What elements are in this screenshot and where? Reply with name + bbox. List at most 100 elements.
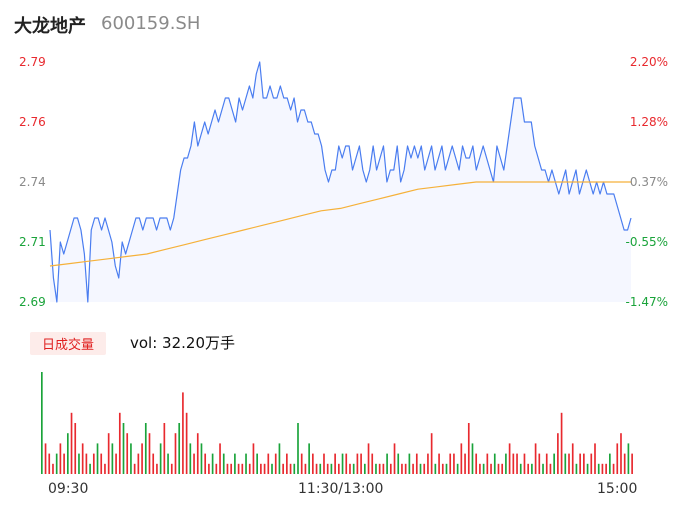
volume-bar: [594, 443, 596, 474]
volume-bar: [486, 453, 489, 474]
volume-bar: [453, 453, 455, 474]
volume-bar: [363, 463, 366, 474]
volume-bar: [260, 463, 262, 474]
volume-bar: [586, 463, 589, 474]
volume-bar: [597, 463, 600, 474]
volume-bar: [315, 463, 318, 474]
volume-bar: [375, 463, 377, 474]
volume-bar: [111, 443, 114, 474]
volume-bar: [163, 423, 166, 474]
volume-bar: [211, 453, 214, 474]
volume-bar: [534, 443, 537, 474]
volume-bar: [349, 463, 351, 474]
volume-bar: [219, 443, 221, 474]
volume-bar: [456, 463, 459, 474]
volume-bar: [263, 463, 266, 474]
volume-bar: [215, 463, 218, 474]
price-tick-left: 2.74: [19, 175, 46, 189]
volume-bar: [356, 453, 359, 474]
volume-bar: [360, 453, 362, 474]
volume-bar: [378, 463, 381, 474]
volume-bar: [70, 412, 73, 474]
volume-bar: [293, 463, 296, 474]
volume-bar: [41, 372, 43, 474]
volume-bar: [508, 443, 511, 474]
volume-bar: [326, 463, 329, 474]
volume-bar: [286, 453, 288, 474]
volume-bar: [427, 453, 429, 474]
percent-tick-right: 1.28%: [629, 115, 668, 129]
price-tick-left: 2.69: [19, 295, 46, 309]
volume-bar: [490, 463, 492, 474]
volume-bar: [193, 453, 195, 474]
volume-bar: [601, 463, 604, 474]
volume-bar: [519, 463, 522, 474]
volume-bar: [583, 453, 585, 474]
volume-bar: [441, 463, 444, 474]
volume-bar: [89, 463, 91, 474]
volume-bar: [252, 443, 255, 474]
volume-bar: [527, 463, 530, 474]
volume-tag: 日成交量: [30, 332, 107, 355]
volume-bar: [609, 453, 611, 474]
volume-bar: [107, 433, 110, 474]
volume-bar: [297, 423, 299, 474]
volume-bar: [237, 463, 240, 474]
volume-bar: [419, 463, 422, 474]
volume-readout: vol: 32.20万手: [130, 334, 235, 352]
volume-bar: [423, 463, 426, 474]
volume-bar: [289, 463, 292, 474]
volume-bar: [523, 453, 526, 474]
volume-bar: [334, 453, 336, 474]
volume-bar: [208, 463, 210, 474]
volume-bar: [467, 423, 470, 474]
volume-bar: [579, 453, 581, 474]
volume-bar: [460, 443, 463, 474]
volume-bar: [479, 463, 481, 474]
volume-bar: [571, 443, 574, 474]
volume-bar: [501, 463, 504, 474]
volume-bar: [623, 453, 626, 474]
volume-bar: [300, 453, 303, 474]
price-tick-left: 2.79: [19, 55, 46, 69]
volume-bar: [430, 433, 433, 474]
volume-bar: [319, 463, 322, 474]
volume-bar: [493, 453, 496, 474]
volume-bar: [126, 433, 129, 474]
volume-bar: [386, 453, 388, 474]
price-tick-left: 2.71: [19, 235, 46, 249]
volume-bar: [148, 433, 151, 474]
time-tick-close: 15:00: [597, 481, 638, 497]
price-line: [49, 61, 632, 303]
percent-tick-right: -1.47%: [625, 295, 668, 309]
volume-bar: [308, 443, 310, 474]
volume-bar: [434, 463, 437, 474]
volume-bar: [133, 463, 136, 474]
volume-bar: [475, 453, 478, 474]
volume-bar: [271, 463, 273, 474]
volume-bar: [159, 443, 162, 474]
volume-bar: [612, 463, 615, 474]
volume-bar: [48, 453, 51, 474]
volume-bar: [141, 443, 143, 474]
volume-bar: [605, 463, 607, 474]
volume-bar: [352, 463, 355, 474]
volume-bar: [185, 412, 188, 474]
volume-bar: [312, 453, 314, 474]
volume-bar: [497, 463, 500, 474]
price-tick-left: 2.76: [19, 115, 46, 129]
time-tick-midday: 11:30/13:00: [298, 481, 384, 497]
volume-bar: [167, 453, 169, 474]
volume-bars: [41, 372, 633, 474]
volume-bar: [170, 463, 173, 474]
volume-bar: [174, 433, 177, 474]
volume-bar: [152, 453, 155, 474]
volume-bar: [278, 443, 281, 474]
volume-bar: [393, 443, 396, 474]
volume-bar: [196, 433, 199, 474]
volume-bar: [338, 463, 340, 474]
volume-bar: [557, 433, 559, 474]
volume-bar: [63, 453, 65, 474]
volume-bar: [245, 453, 247, 474]
volume-bar: [230, 463, 233, 474]
